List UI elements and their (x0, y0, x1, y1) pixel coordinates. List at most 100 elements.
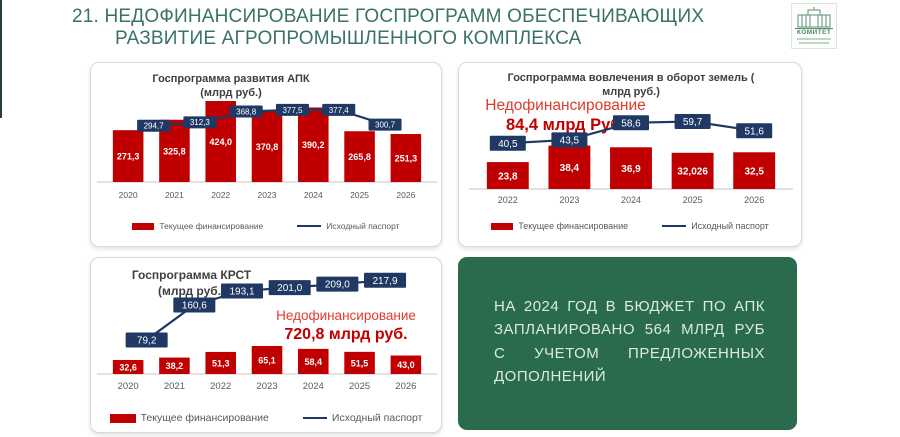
passport-point-label: 368,8 (236, 107, 257, 116)
x-axis-label: 2025 (350, 190, 369, 200)
bar (486, 162, 529, 189)
x-axis-label: 2024 (621, 195, 641, 205)
passport-point-label: 79,2 (137, 336, 157, 347)
chart-plot: 271,3 2020 325,8 2021 424,0 2022 370,8 2023 390,… (97, 101, 437, 200)
bar (251, 111, 283, 182)
passport-point-label: 294,7 (144, 122, 165, 131)
legend-line-swatch (302, 416, 327, 420)
chart-title-text: Госпрограмма развития АПК (152, 73, 310, 85)
legend-bar-swatch (132, 222, 155, 230)
bar-value-label: 23,8 (498, 171, 518, 182)
passport-point-label: 51,6 (744, 126, 764, 137)
legend-label-current: Текущее финансирование (518, 221, 629, 231)
passport-point-label: 312,3 (190, 118, 211, 127)
chart-title-text: Госпрограмма вовлечения в оборот земель … (507, 72, 755, 84)
passport-point-label: 160,6 (182, 301, 207, 312)
passport-point-label: 377,5 (282, 106, 303, 115)
bar (344, 131, 375, 182)
bar-value-label: 32,026 (677, 167, 708, 178)
bar (112, 359, 144, 374)
x-axis-label: 2020 (119, 190, 138, 200)
bar-value-label: 32,6 (119, 362, 137, 372)
legend-line-swatch (297, 224, 322, 228)
x-axis-label: 2023 (256, 381, 277, 392)
passport-point-label-box (322, 103, 356, 116)
x-axis-label: 2026 (395, 381, 416, 392)
passport-point-label-box (551, 132, 588, 148)
x-axis-label: 2024 (304, 190, 323, 200)
x-axis-label: 2022 (210, 381, 231, 392)
bar-value-label: 51,3 (212, 358, 230, 368)
logo-subtext-line (797, 38, 831, 40)
bar (548, 145, 591, 189)
passport-point-label: 217,9 (373, 276, 398, 287)
legend-item-passport: Исходный паспорт (297, 221, 400, 231)
bar (610, 147, 652, 189)
chart-title-apk: Госпрограмма развития АПК (млрд руб.) (146, 72, 316, 101)
legend-line-swatch (662, 224, 687, 228)
x-axis-label: 2024 (303, 381, 324, 392)
bar-value-label: 325,8 (163, 146, 186, 156)
card-lands-chart: Госпрограмма вовлечения в оборот земель … (458, 62, 802, 247)
passport-point-label-box (275, 103, 309, 116)
bar-value-label: 265,8 (348, 152, 371, 162)
bar (298, 107, 329, 182)
chart-subtitle-text: (млрд руб.) (157, 283, 226, 298)
logo-subtext-line (799, 41, 829, 44)
underfunding-annotation-lands: Недофинансирование 84,4 млрд Руб. (463, 96, 668, 136)
info-box-text: НА 2024 ГОД В БЮДЖЕТ ПО АПК ЗАПЛАНИРОВАН… (494, 298, 765, 385)
slide-title-line1: 21. НЕДОФИНАНСИРОВАНИЕ ГОСПРОГРАММ ОБЕСП… (72, 6, 705, 27)
bar-value-label: 32,5 (744, 166, 764, 177)
passport-point-label-box (316, 276, 359, 292)
committee-logo: КОМИТЕТ (791, 3, 837, 49)
legend-krst: Текущее финансирование Исходный паспорт (91, 412, 441, 424)
underfunding-label: Недофинансирование (485, 97, 646, 114)
info-box: НА 2024 ГОД В БЮДЖЕТ ПО АПК ЗАПЛАНИРОВАН… (458, 257, 797, 430)
bar-value-label: 390,2 (302, 140, 325, 150)
x-axis-label: 2023 (258, 190, 277, 200)
card-apk-chart: Госпрограмма развития АПК (млрд руб.) 27… (90, 62, 442, 247)
x-axis-label: 2026 (744, 195, 764, 205)
x-axis-label: 2026 (396, 190, 415, 200)
legend-item-passport: Исходный паспорт (662, 221, 769, 231)
bar-value-label: 370,8 (256, 142, 279, 152)
passport-point-label-box (368, 118, 402, 131)
x-axis-label: 2023 (559, 195, 579, 205)
bar-value-label: 424,0 (209, 137, 232, 147)
passport-point-label-box (364, 272, 407, 288)
underfunding-amount: 84,4 млрд Руб. (505, 116, 626, 135)
chart-plot: 32,6 2020 38,2 2021 51,3 2022 65,1 2023 58,4 2024… (97, 272, 437, 392)
passport-point-label: 377,4 (329, 106, 350, 115)
bar-value-label: 271,3 (117, 152, 140, 162)
passport-point-label: 40,5 (498, 139, 518, 150)
passport-point-label-box (674, 114, 711, 130)
passport-point-label-box (221, 283, 264, 299)
legend-bar-swatch (109, 413, 136, 423)
passport-point-label: 43,5 (560, 135, 580, 146)
bar (205, 351, 236, 374)
legend-label-passport: Исходный паспорт (331, 412, 423, 424)
bar (112, 130, 144, 182)
passport-point-label: 209,0 (325, 280, 350, 291)
legend-label-current: Текущее финансирование (159, 221, 264, 231)
underfunding-annotation-krst: Недофинансирование 720,8 млрд руб. (261, 308, 431, 345)
passport-point-label-box (183, 116, 217, 129)
passport-point-label-box (268, 280, 311, 296)
bar (390, 134, 422, 182)
underfunding-label: Недофинансирование (276, 308, 416, 323)
bar-value-label: 43,0 (397, 360, 415, 370)
legend-item-current: Текущее финансирование (109, 412, 269, 424)
government-building-icon (795, 7, 833, 29)
passport-point-label-box (229, 105, 263, 118)
legend-lands: Текущее финансирование Исходный паспорт (459, 221, 801, 231)
chart-subtitle-text: (млрд руб.) (200, 87, 262, 100)
bar-value-label: 251,3 (395, 153, 418, 163)
bar (671, 152, 714, 189)
x-axis-label: 2025 (683, 195, 703, 205)
bar-value-label: 38,4 (560, 163, 580, 174)
chart-title-lands: Госпрограмма вовлечения в оборот земель … (471, 71, 791, 100)
slide-title: 21. НЕДОФИНАНСИРОВАНИЕ ГОСПРОГРАММ ОБЕСП… (72, 6, 704, 50)
passport-point-label: 201,0 (277, 283, 302, 294)
left-accent-line (0, 0, 2, 118)
bar (733, 152, 776, 189)
